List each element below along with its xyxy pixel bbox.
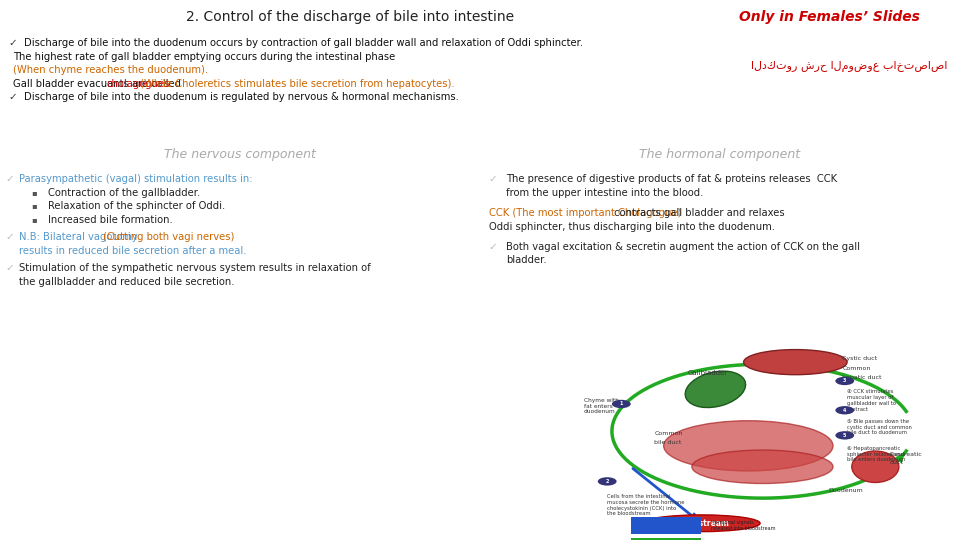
Text: the gallbladder and reduced bile secretion.: the gallbladder and reduced bile secreti…	[19, 277, 234, 287]
Text: ✓: ✓	[489, 174, 497, 184]
Text: (While Choleretics stimulates bile secretion from hepatocytes).: (While Choleretics stimulates bile secre…	[136, 79, 454, 89]
Text: bladder.: bladder.	[507, 255, 547, 265]
Text: Contraction of the gallbladder.: Contraction of the gallbladder.	[48, 188, 201, 198]
Text: Discharge of bile into the duodenum occurs by contraction of gall bladder wall a: Discharge of bile into the duodenum occu…	[25, 38, 584, 49]
Text: Stimulation of the sympathetic nervous system results in relaxation of: Stimulation of the sympathetic nervous s…	[19, 264, 371, 273]
Text: N.B: Bilateral vagotomy: N.B: Bilateral vagotomy	[19, 232, 141, 242]
Text: (When chyme reaches the duodenum).: (When chyme reaches the duodenum).	[12, 65, 207, 76]
Text: ✓: ✓	[489, 242, 497, 252]
Text: Increased bile formation.: Increased bile formation.	[48, 215, 173, 225]
Text: The nervous component: The nervous component	[164, 147, 316, 161]
Text: The hormonal component: The hormonal component	[639, 147, 801, 161]
Text: Only in Females’ Slides: Only in Females’ Slides	[739, 10, 921, 24]
Text: Relaxation of the sphincter of Oddi.: Relaxation of the sphincter of Oddi.	[48, 201, 226, 211]
Text: from the upper intestine into the blood.: from the upper intestine into the blood.	[507, 188, 704, 198]
Text: The highest rate of gall bladder emptying occurs during the intestinal phase: The highest rate of gall bladder emptyin…	[12, 52, 398, 62]
Text: ✓: ✓	[9, 92, 17, 103]
Text: Oddi sphincter, thus discharging bile into the duodenum.: Oddi sphincter, thus discharging bile in…	[489, 221, 775, 232]
Text: Parasympathetic (vagal) stimulation results in:: Parasympathetic (vagal) stimulation resu…	[19, 174, 252, 184]
Text: (Cutting both vagi nerves): (Cutting both vagi nerves)	[104, 232, 234, 242]
Text: Both vagal excitation & secretin augment the action of CCK on the gall: Both vagal excitation & secretin augment…	[507, 242, 860, 252]
Text: Gall bladder evacuants are called: Gall bladder evacuants are called	[12, 79, 187, 89]
Text: The presence of digestive products of fat & proteins releases  CCK: The presence of digestive products of fa…	[507, 174, 837, 184]
Text: cholagogues: cholagogues	[107, 79, 170, 89]
Text: 2. Control of the discharge of bile into intestine: 2. Control of the discharge of bile into…	[186, 10, 514, 24]
Text: ✓: ✓	[6, 264, 14, 273]
Text: ✓: ✓	[6, 232, 14, 242]
Text: results in reduced bile secretion after a meal.: results in reduced bile secretion after …	[19, 246, 247, 256]
Text: Discharge of bile into the duodenum is regulated by nervous & hormonal mechanism: Discharge of bile into the duodenum is r…	[25, 92, 460, 103]
Text: ✓: ✓	[6, 174, 14, 184]
Text: ▪: ▪	[31, 188, 36, 197]
Text: ▪: ▪	[31, 215, 36, 224]
Text: ▪: ▪	[31, 201, 36, 210]
Text: CCK (The most important Cholagogue): CCK (The most important Cholagogue)	[489, 208, 681, 218]
Text: ✓: ✓	[9, 38, 17, 49]
Text: contracts gall bladder and relaxes: contracts gall bladder and relaxes	[612, 208, 785, 218]
Text: الدكتور شرح الموضوع باختصاصا: الدكتور شرح الموضوع باختصاصا	[751, 61, 947, 72]
